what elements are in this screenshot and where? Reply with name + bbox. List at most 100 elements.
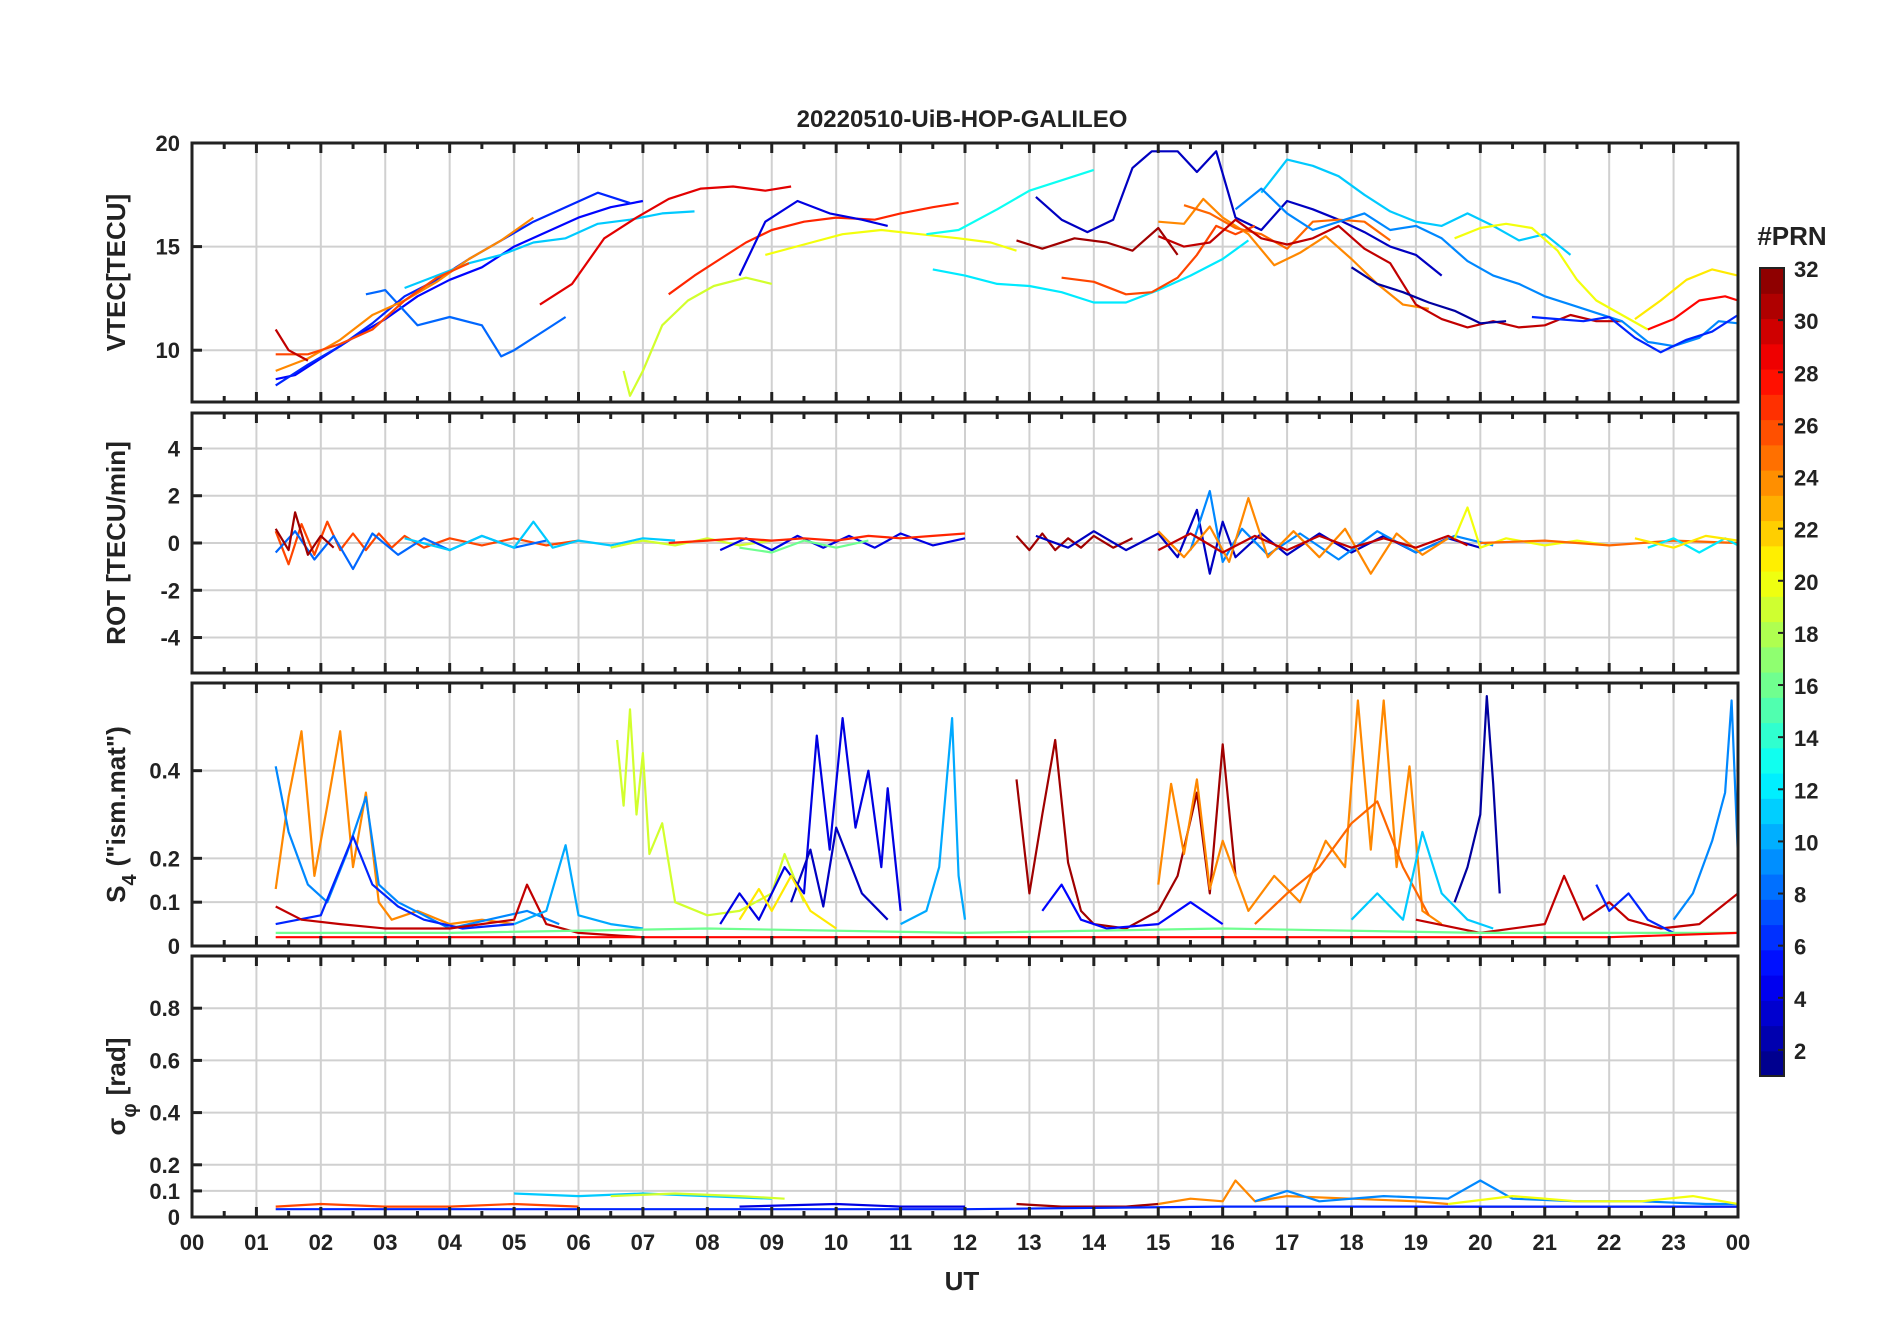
series-line-prn-6: [1531, 314, 1738, 354]
y-tick-label: 0.1: [149, 1179, 180, 1204]
series-line-prn-26: [275, 262, 470, 356]
series-line-prn-21: [738, 874, 837, 930]
colorbar-tick-label: 10: [1794, 830, 1818, 855]
x-tick-label: 21: [1533, 1230, 1557, 1255]
series-line-prn-6: [1595, 884, 1675, 934]
series-line-prn-10: [900, 716, 967, 926]
x-tick-label: 16: [1210, 1230, 1234, 1255]
series-line-prn-24: [1157, 497, 1449, 575]
series-line-prn-28: [1647, 295, 1738, 331]
colorbar-segment: [1760, 646, 1784, 673]
x-tick-label: 04: [437, 1230, 462, 1255]
colorbar-segment: [1760, 975, 1784, 1001]
y-tick-label: -2: [160, 578, 180, 603]
colorbar-segment: [1760, 520, 1784, 547]
panel-vtec: 10 15 20 VTEC[TECU]: [101, 131, 1740, 404]
series-line-prn-20: [765, 228, 1017, 256]
series-line-prn-26: [275, 1202, 579, 1208]
series-line-prn-25: [1480, 539, 1738, 547]
series-line-prn-4: [719, 716, 902, 925]
series-line-prn-3: [1035, 150, 1443, 277]
series-line-prn-21: [1634, 268, 1738, 320]
colorbar-segment: [1760, 470, 1784, 496]
colorbar-segment: [1760, 773, 1784, 799]
y-tick-label: 0.2: [149, 846, 180, 871]
y-axis-title-sigma_phi: σφ [rad]: [101, 1038, 141, 1136]
y-tick-label: 0.6: [149, 1048, 180, 1073]
panel-sigma_phi: 00.10.2 0.4 0.6 0.8 σφ [rad]: [101, 954, 1740, 1230]
x-tick-label: 05: [502, 1230, 526, 1255]
colorbar-tick-label: 30: [1794, 309, 1818, 334]
y-tick-label: 15: [156, 235, 180, 260]
series-line-prn-26: [1061, 224, 1256, 296]
y-axis-title-vtec: VTEC[TECU]: [101, 194, 131, 351]
y-tick-label: -4: [160, 626, 180, 651]
colorbar-segment: [1760, 596, 1784, 623]
series-line-prn-30: [274, 328, 309, 362]
y-tick-label: 0.1: [149, 890, 180, 915]
colorbar-segment: [1760, 798, 1784, 825]
colorbar-segment: [1760, 343, 1784, 370]
x-tick-label: 00: [180, 1230, 204, 1255]
series-line-prn-24: [1158, 197, 1429, 310]
colorbar-tick-label: 16: [1794, 674, 1818, 699]
x-axis-title: UT: [945, 1266, 980, 1296]
y-tick-label: 0.4: [149, 1101, 180, 1126]
colorbar-tick-label: 8: [1794, 883, 1806, 908]
series-line-prn-24: [274, 730, 515, 926]
series-line-prn-16: [275, 927, 1738, 935]
colorbar-segment: [1760, 823, 1784, 850]
colorbar-segment: [1760, 419, 1784, 446]
y-tick-label: 0.2: [149, 1153, 180, 1178]
series-line-prn-11: [1260, 158, 1572, 256]
series-line-prn-12: [1647, 537, 1738, 554]
series-line-prn-9: [1672, 699, 1738, 921]
colorbar-segment: [1760, 949, 1784, 976]
colorbar-segment: [1760, 268, 1784, 294]
series-line-prn-20: [1453, 506, 1610, 549]
colorbar-segment: [1760, 444, 1784, 471]
x-tick-label: 18: [1339, 1230, 1363, 1255]
colorbar-tick-label: 14: [1794, 726, 1819, 751]
y-axis-title-main: σ: [101, 1117, 131, 1135]
x-tick-label: 09: [760, 1230, 784, 1255]
series-line-prn-26: [274, 520, 579, 566]
series-line-prn-25: [1183, 204, 1391, 250]
series-line-prn-27: [668, 202, 959, 296]
chart-title: 20220510-UiB-HOP-GALILEO: [797, 106, 1128, 133]
colorbar-segment: [1760, 899, 1784, 926]
y-tick-label: 10: [156, 338, 180, 363]
panel-s4: 0 0.1 0.2 0.4 S4 ("ism.mat"): [101, 681, 1740, 959]
y-tick-label: 0: [168, 531, 180, 556]
x-tick-label: 07: [631, 1230, 655, 1255]
colorbar-segment: [1760, 293, 1784, 320]
x-tick-label: 22: [1597, 1230, 1621, 1255]
series-line-prn-29: [539, 185, 792, 306]
x-axis: 00 01 02 03 04 05 06 07 08 09 10 11 12 13 14 15 16 17 18 19…: [180, 1230, 1750, 1255]
y-tick-label: 2: [168, 484, 180, 509]
y-axis-title-rest: [rad]: [101, 1038, 131, 1096]
series-line-prn-3: [790, 826, 889, 921]
colorbar-tick-label: 28: [1794, 361, 1818, 386]
x-tick-label: 17: [1275, 1230, 1299, 1255]
y-axis-title-rest: ("ism.mat"): [101, 726, 131, 866]
x-tick-label: 14: [1082, 1230, 1107, 1255]
y-tick-label: 0.4: [149, 759, 180, 784]
colorbar-segment: [1760, 1000, 1784, 1027]
x-tick-label: 13: [1017, 1230, 1041, 1255]
x-tick-label: 15: [1146, 1230, 1170, 1255]
x-tick-label: 23: [1661, 1230, 1685, 1255]
series-line-prn-30: [1157, 532, 1468, 554]
panel-rot: -4 -2 0 2 4 ROT [TECU/min]: [101, 411, 1740, 675]
colorbar-segment: [1760, 848, 1784, 875]
series-line-prn-19: [610, 1192, 785, 1200]
y-axis-title-main: S: [101, 886, 131, 903]
series-line-prn-25: [1254, 800, 1430, 925]
x-tick-label: 11: [889, 1230, 912, 1255]
colorbar-segment: [1760, 369, 1784, 395]
colorbar-segment: [1760, 874, 1784, 900]
series-line-prn-16: [739, 539, 869, 554]
series-line-prn-11: [514, 1192, 772, 1200]
